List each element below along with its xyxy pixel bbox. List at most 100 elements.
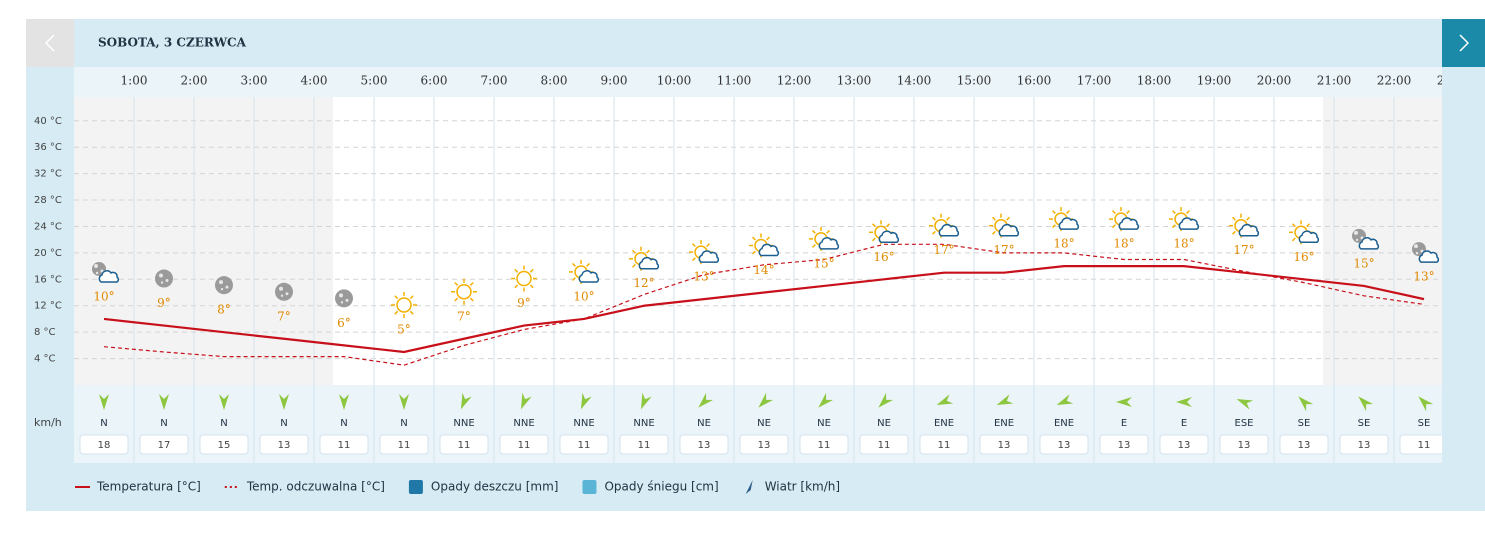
sun-ray xyxy=(1246,216,1251,221)
sun-ray xyxy=(454,282,459,286)
cloud xyxy=(1118,217,1140,230)
speed-box xyxy=(919,434,969,455)
moon-spot xyxy=(159,273,163,278)
sun-ray xyxy=(886,223,891,228)
wind-unit: km/h xyxy=(34,416,62,429)
wind-arrow xyxy=(1358,396,1374,412)
speed-box xyxy=(499,434,549,455)
arrow-shape xyxy=(1236,398,1254,410)
temp-label: 13° xyxy=(1413,270,1434,284)
moon-spot xyxy=(220,287,224,291)
wind-direction: SE xyxy=(1418,418,1431,429)
moon-spot xyxy=(280,294,284,297)
temp-label: 12° xyxy=(633,276,654,290)
wind-arrow xyxy=(1298,396,1314,412)
prev-button[interactable] xyxy=(26,19,74,67)
wind-speed: 13 xyxy=(278,440,291,451)
speed-box xyxy=(319,434,369,455)
moon xyxy=(335,289,353,308)
moon-spot xyxy=(225,285,229,289)
wind-arrow xyxy=(1236,398,1254,410)
wind-arrow xyxy=(580,392,592,410)
sun-ray xyxy=(946,216,951,221)
moon-spot xyxy=(1414,244,1418,249)
legend-label: Opady deszczu [mm] xyxy=(431,480,559,494)
arrow-shape xyxy=(339,394,349,410)
hour-label: 16:00 xyxy=(1017,74,1052,88)
y-tick-label: 28 °C xyxy=(34,195,62,206)
sun-ray xyxy=(871,237,876,242)
sun-ray xyxy=(991,216,996,221)
arrow-shape xyxy=(1418,396,1434,412)
speed-box xyxy=(1159,434,1209,455)
arrow-shape xyxy=(1298,396,1314,412)
arrow-shape xyxy=(936,394,954,406)
legend-label: Opady śniegu [cm] xyxy=(604,480,718,494)
sun-ray xyxy=(706,243,711,248)
arrow-shape xyxy=(698,392,714,408)
sun-ray xyxy=(1126,210,1131,214)
sun-ray xyxy=(1066,210,1071,214)
wind-speed: 13 xyxy=(1358,440,1371,451)
temp-line xyxy=(103,265,1425,354)
wind-direction: NE xyxy=(817,418,831,429)
wind-direction: NNE xyxy=(513,418,534,429)
sun-ray xyxy=(691,243,696,248)
arrow-shape xyxy=(640,392,652,410)
prev-arrow xyxy=(44,34,55,52)
wind-speed: 13 xyxy=(698,440,711,451)
arrow-shape xyxy=(99,394,109,410)
sun-ray xyxy=(871,223,876,228)
hour-label: 19:00 xyxy=(1197,74,1232,88)
wind-arrow xyxy=(936,394,954,406)
hour-label: 7:00 xyxy=(481,74,508,88)
sun-ray xyxy=(811,229,816,234)
temp-label: 10° xyxy=(573,289,594,303)
moon-spot xyxy=(1420,249,1424,253)
moon-spot xyxy=(219,280,223,285)
wind-direction: ENE xyxy=(994,418,1014,429)
next-button[interactable] xyxy=(1442,19,1485,67)
cloud xyxy=(1238,223,1260,237)
sun-ray xyxy=(1306,223,1311,228)
sun-ray xyxy=(394,310,399,315)
temp-label: 16° xyxy=(1293,250,1314,264)
temp-label: 9° xyxy=(517,296,531,310)
wind-direction: SE xyxy=(1298,418,1311,429)
y-tick-label: 4 °C xyxy=(34,354,56,365)
speed-box xyxy=(559,434,609,455)
wind-direction: N xyxy=(400,418,407,429)
hour-label: 5:00 xyxy=(361,74,388,88)
cloud xyxy=(818,237,840,250)
wind-direction: N xyxy=(340,418,347,429)
sun-ray xyxy=(811,244,816,248)
sun-ray xyxy=(1051,210,1056,214)
wind-speed: 13 xyxy=(1118,440,1131,451)
sun-ray xyxy=(454,297,459,302)
y-tick-label: 20 °C xyxy=(34,248,62,259)
moon-spot xyxy=(1355,238,1359,242)
hour-label: 15:00 xyxy=(957,74,992,88)
sun-ray xyxy=(1231,216,1236,221)
wind-direction: ESE xyxy=(1235,418,1254,429)
sun-ray xyxy=(469,282,474,286)
cloud xyxy=(698,250,720,263)
cloud xyxy=(878,230,900,244)
legend-swatch xyxy=(745,480,753,494)
moon-spot xyxy=(160,281,164,284)
wind-speed: 13 xyxy=(998,440,1011,451)
arrow-shape xyxy=(219,394,229,410)
cloud xyxy=(1058,217,1080,230)
speed-box xyxy=(979,434,1029,455)
temp-label: 13° xyxy=(693,270,714,284)
temp-label: 8° xyxy=(217,303,231,317)
speed-box xyxy=(139,434,189,455)
wind-speed: 13 xyxy=(758,440,771,451)
hour-label: 23:00 xyxy=(1437,74,1472,88)
legend-label: Temp. odczuwalna [°C] xyxy=(246,480,385,494)
sun-ray xyxy=(991,230,996,235)
speed-box xyxy=(199,434,249,455)
sun-ray xyxy=(571,262,576,267)
wind-speed: 11 xyxy=(398,440,411,451)
y-tick-label: 24 °C xyxy=(34,221,62,232)
